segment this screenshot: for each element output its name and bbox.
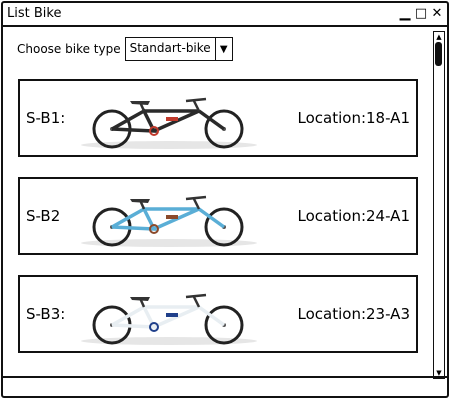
bike-location: Location:23-A3 [297, 305, 410, 323]
bike-photo-icon [81, 293, 257, 345]
chevron-down-icon[interactable]: ▼ [219, 43, 228, 55]
bike-type-value[interactable]: Standart-bike [126, 38, 216, 60]
bike-card[interactable]: S-B2 Location:24-A1 [18, 177, 418, 255]
scroll-thumb[interactable] [435, 42, 442, 66]
close-icon[interactable]: ✕ [431, 5, 443, 21]
bike-type-label: Choose bike type [17, 42, 121, 56]
bike-type-filter: Choose bike type Standart-bike ▼ [17, 37, 233, 61]
bike-type-select[interactable]: Standart-bike ▼ [124, 37, 233, 61]
scroll-up-icon[interactable]: ▲ [436, 33, 442, 41]
bike-photo-icon [81, 97, 257, 149]
scroll-down-icon[interactable]: ▼ [436, 369, 442, 377]
bike-id: S-B1: [26, 109, 66, 127]
bike-location: Location:24-A1 [297, 207, 410, 225]
bike-card[interactable]: S-B3: Location:23-A3 [18, 275, 418, 353]
minimize-icon[interactable]: ▁ [399, 5, 411, 21]
bike-id: S-B2 [26, 207, 61, 225]
vertical-scrollbar[interactable]: ▲ ▼ [433, 31, 445, 379]
bike-id: S-B3: [26, 305, 66, 323]
maximize-icon[interactable]: □ [414, 5, 428, 21]
bike-photo-icon [81, 195, 257, 247]
title-bar: List Bike ▁ □ ✕ [3, 3, 447, 27]
list-bike-window: List Bike ▁ □ ✕ Choose bike type Standar… [1, 1, 449, 398]
bike-card[interactable]: S-B1: Location:18-A1 [18, 79, 418, 157]
bike-location: Location:18-A1 [297, 109, 410, 127]
window-title: List Bike [7, 6, 62, 21]
status-bar [3, 376, 447, 396]
window-controls: ▁ □ ✕ [398, 5, 444, 21]
